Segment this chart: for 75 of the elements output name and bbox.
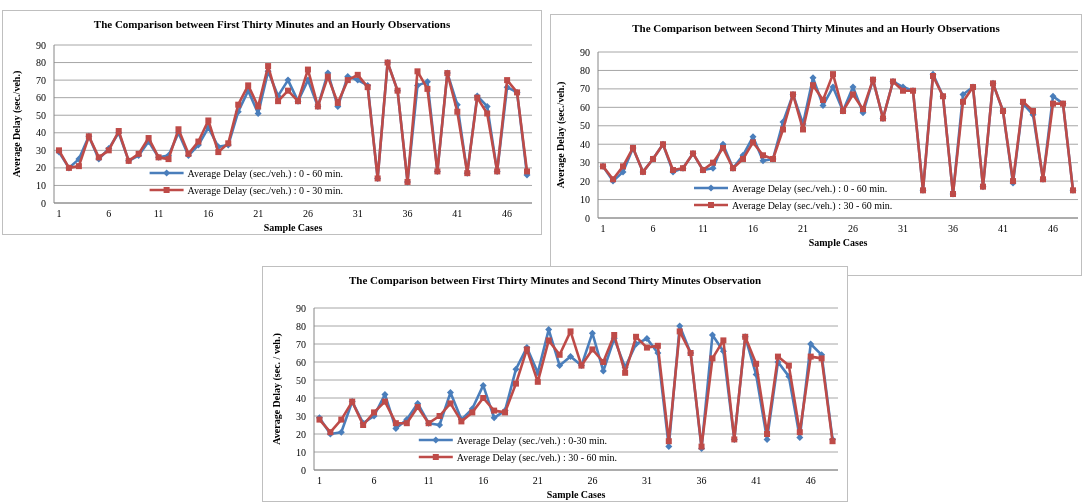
x-tick-label: 11	[153, 208, 164, 219]
legend-label: Average Delay (sec./veh.) : 30 - 60 min.	[732, 199, 893, 212]
x-tick-label: 41	[751, 475, 762, 486]
y-tick-label: 0	[41, 197, 46, 209]
y-tick-label: 30	[36, 144, 46, 156]
y-tick-label: 10	[580, 194, 590, 206]
x-tick-label: 16	[748, 223, 758, 234]
legend-label: Average Delay (sec./veh.) : 30 - 60 min.	[456, 451, 618, 464]
x-tick-label: 16	[203, 208, 214, 219]
x-tick-label: 46	[502, 208, 513, 219]
x-axis-title: Sample Cases	[808, 237, 868, 248]
x-axis-title: Sample Cases	[546, 489, 606, 500]
y-tick-label: 80	[36, 57, 46, 69]
x-tick-label: 36	[948, 223, 958, 234]
x-tick-label: 1	[600, 223, 606, 234]
y-tick-label: 30	[296, 410, 306, 422]
x-tick-label: 41	[452, 208, 463, 219]
x-tick-label: 36	[402, 208, 413, 219]
x-tick-label: 36	[696, 475, 707, 486]
y-tick-label: 80	[580, 64, 590, 76]
x-tick-label: 6	[106, 208, 112, 219]
chart-title: The Comparison between First Thirty Minutes and Second Thirty Minutes Observation	[348, 274, 762, 286]
x-tick-label: 21	[798, 223, 808, 234]
x-tick-label: 11	[423, 475, 434, 486]
y-tick-label: 20	[296, 428, 306, 440]
x-tick-label: 31	[898, 223, 908, 234]
y-tick-label: 40	[580, 138, 590, 150]
x-tick-label: 26	[302, 208, 313, 219]
y-axis-title: Average Delay (sec./veh.)	[11, 70, 23, 178]
y-tick-label: 10	[36, 179, 46, 191]
x-tick-label: 21	[253, 208, 264, 219]
y-tick-label: 90	[296, 302, 306, 314]
x-tick-label: 26	[848, 223, 858, 234]
y-axis-title: Average Delay (sec. / veh.)	[271, 333, 283, 445]
y-tick-label: 40	[36, 127, 46, 139]
y-tick-label: 70	[296, 338, 306, 350]
y-tick-label: 50	[580, 120, 590, 132]
x-tick-label: 1	[56, 208, 62, 219]
y-tick-label: 50	[36, 109, 46, 121]
x-tick-label: 46	[805, 475, 816, 486]
x-axis-title: Sample Cases	[263, 222, 323, 233]
y-axis-title: Average Delay (sec./veh.)	[555, 81, 567, 189]
y-tick-label: 60	[580, 101, 590, 113]
legend-label: Average Delay (sec./veh.) : 0 - 30 min.	[187, 184, 343, 197]
y-tick-label: 20	[580, 175, 590, 187]
y-tick-label: 70	[580, 83, 590, 95]
y-tick-label: 40	[296, 392, 306, 404]
y-tick-label: 0	[301, 464, 306, 476]
y-tick-label: 60	[36, 92, 46, 104]
x-tick-label: 16	[478, 475, 489, 486]
y-tick-label: 90	[580, 46, 590, 58]
y-tick-label: 80	[296, 320, 306, 332]
x-tick-label: 31	[352, 208, 363, 219]
x-tick-label: 46	[1048, 223, 1058, 234]
x-tick-label: 6	[371, 475, 377, 486]
chart-title: The Comparison between First Thirty Minutes and an Hourly Observations	[93, 18, 451, 30]
y-tick-label: 20	[36, 162, 46, 174]
y-tick-label: 60	[296, 356, 306, 368]
legend-label: Average Delay (sec./veh.) : 0-30 min.	[456, 434, 608, 447]
y-tick-label: 50	[296, 374, 306, 386]
x-tick-label: 26	[587, 475, 598, 486]
x-tick-label: 1	[316, 475, 322, 486]
x-tick-label: 31	[641, 475, 652, 486]
y-tick-label: 0	[585, 212, 590, 224]
y-tick-label: 90	[36, 39, 46, 51]
y-tick-label: 70	[36, 74, 46, 86]
x-tick-label: 11	[698, 223, 708, 234]
y-tick-label: 10	[296, 446, 306, 458]
x-tick-label: 41	[998, 223, 1008, 234]
y-tick-label: 30	[580, 157, 590, 169]
chart-title: The Comparison between Second Thirty Minutes and an Hourly Observations	[632, 22, 1001, 34]
x-tick-label: 21	[532, 475, 543, 486]
x-tick-label: 6	[650, 223, 656, 234]
legend-label: Average Delay (sec./veh.) : 0 - 60 min.	[187, 167, 343, 180]
legend-label: Average Delay (sec./veh.) : 0 - 60 min.	[732, 182, 888, 195]
